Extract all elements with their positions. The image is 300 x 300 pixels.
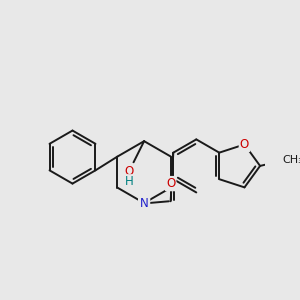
Text: N: N xyxy=(140,196,148,210)
Text: O: O xyxy=(124,165,134,178)
Text: H: H xyxy=(125,175,134,188)
Text: O: O xyxy=(166,177,175,190)
Text: O: O xyxy=(240,138,249,151)
Text: CH₃: CH₃ xyxy=(282,155,300,165)
